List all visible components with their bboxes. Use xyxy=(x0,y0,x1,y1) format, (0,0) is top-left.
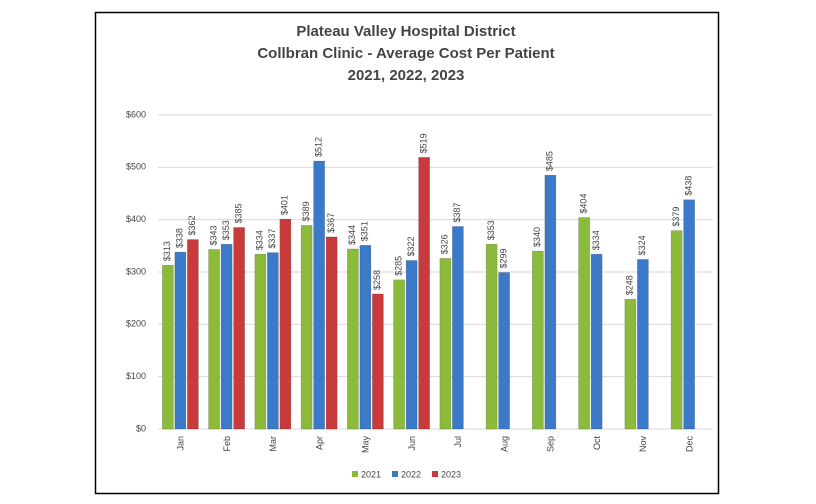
bar xyxy=(187,239,199,430)
legend-label: 2023 xyxy=(441,469,461,479)
value-label: $344 xyxy=(347,225,357,245)
y-tick-label: $600 xyxy=(126,109,146,119)
x-tick-label: Dec xyxy=(684,436,694,453)
x-tick-label: Aug xyxy=(499,436,509,452)
bar xyxy=(233,227,245,430)
value-label: $337 xyxy=(267,229,277,249)
x-tick-label: Feb xyxy=(222,436,232,452)
bar xyxy=(670,230,683,430)
y-tick-label: $0 xyxy=(136,423,146,433)
value-label: $362 xyxy=(187,216,197,236)
bar xyxy=(313,160,325,430)
value-label: $334 xyxy=(591,230,601,250)
x-tick-label: Mar xyxy=(268,436,278,452)
legend-label: 2022 xyxy=(401,469,421,479)
y-tick-label: $300 xyxy=(126,266,146,276)
value-label: $334 xyxy=(255,230,265,250)
value-label: $299 xyxy=(499,248,509,268)
bar xyxy=(372,293,384,430)
bar xyxy=(162,264,174,430)
value-label: $401 xyxy=(280,195,290,215)
bar xyxy=(267,252,279,430)
bar xyxy=(498,272,510,430)
bar xyxy=(279,218,292,430)
x-tick-label: Apr xyxy=(314,436,324,450)
value-label: $353 xyxy=(221,220,231,240)
y-tick-label: $100 xyxy=(126,371,146,381)
bar xyxy=(418,157,430,430)
bar xyxy=(637,259,649,430)
bar xyxy=(174,251,187,430)
value-label: $338 xyxy=(175,228,185,248)
value-label: $404 xyxy=(579,194,589,214)
bar xyxy=(452,226,464,430)
value-label: $353 xyxy=(486,220,496,240)
bar xyxy=(220,243,233,430)
x-tick-label: Jun xyxy=(407,436,417,451)
bar xyxy=(485,243,498,430)
chart-title: Plateau Valley Hospital District xyxy=(296,23,515,40)
y-tick-label: $400 xyxy=(126,214,146,224)
value-label: $324 xyxy=(637,235,647,255)
bar xyxy=(254,253,267,430)
value-label: $512 xyxy=(314,137,324,157)
value-label: $248 xyxy=(625,275,635,295)
value-label: $387 xyxy=(452,202,462,222)
bar xyxy=(300,225,313,430)
chart-title: 2021, 2022, 2023 xyxy=(348,67,465,84)
bar xyxy=(590,253,603,430)
bar xyxy=(359,245,372,430)
value-label: $351 xyxy=(360,221,370,241)
bar xyxy=(544,174,557,430)
bar xyxy=(393,279,405,430)
x-tick-label: Nov xyxy=(638,436,648,453)
x-tick-label: Sep xyxy=(546,436,556,452)
value-label: $438 xyxy=(684,176,694,196)
legend-label: 2021 xyxy=(361,469,381,479)
value-label: $367 xyxy=(326,213,336,233)
value-label: $389 xyxy=(301,201,311,221)
y-tick-label: $200 xyxy=(126,319,146,329)
x-tick-label: Jan xyxy=(176,436,186,451)
y-tick-label: $500 xyxy=(126,162,146,172)
value-label: $343 xyxy=(209,225,219,245)
x-tick-label: Jul xyxy=(453,436,463,448)
value-label: $258 xyxy=(372,270,382,290)
bar xyxy=(405,260,418,430)
legend-swatch xyxy=(432,471,438,477)
bar xyxy=(347,248,359,430)
value-label: $340 xyxy=(532,227,542,247)
value-label: $322 xyxy=(406,236,416,256)
value-label: $285 xyxy=(394,256,404,276)
bar xyxy=(208,249,220,430)
chart-title: Collbran Clinic - Average Cost Per Patie… xyxy=(257,45,554,62)
bar xyxy=(532,250,544,430)
value-label: $379 xyxy=(671,207,681,227)
value-label: $326 xyxy=(440,234,450,254)
x-tick-label: Oct xyxy=(592,436,602,451)
value-label: $519 xyxy=(419,133,429,153)
bar xyxy=(624,298,637,430)
value-label: $313 xyxy=(162,241,172,261)
legend-swatch xyxy=(392,471,398,477)
value-label: $485 xyxy=(545,151,555,171)
bar xyxy=(578,217,590,430)
bar xyxy=(439,258,452,430)
bar xyxy=(683,199,695,430)
value-label: $385 xyxy=(234,203,244,223)
x-tick-label: May xyxy=(361,436,371,454)
bar xyxy=(325,236,338,430)
legend-swatch xyxy=(352,471,358,477)
